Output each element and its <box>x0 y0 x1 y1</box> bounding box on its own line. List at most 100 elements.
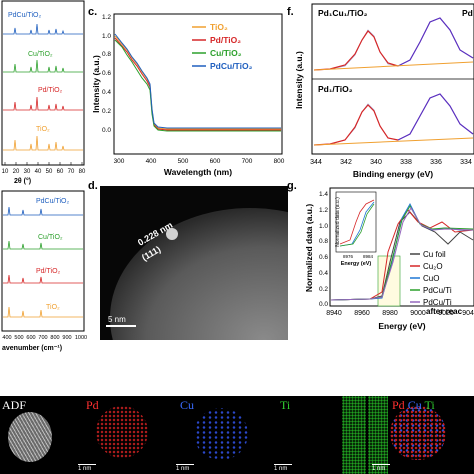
raman-line-pd <box>3 274 83 284</box>
panel-g-ytick: 0.6 <box>319 254 328 261</box>
uv-line-pdcu <box>114 33 281 129</box>
xps-top-baseline <box>313 61 474 71</box>
metal-cluster <box>166 228 178 240</box>
eds-adf-tile: ADF <box>0 396 72 474</box>
panel-a-xtick: 60 <box>57 169 64 175</box>
support-particle <box>110 208 288 340</box>
uv-line-cu <box>114 39 281 132</box>
xrd-line-cu <box>3 59 83 73</box>
eds-adf-particle <box>8 412 52 462</box>
panel-g-inset-xtick: 8984 <box>363 254 374 259</box>
panel-b-xlabel: avenumber (cm⁻¹) <box>2 345 62 352</box>
panel-c-letter: c. <box>88 6 98 18</box>
panel-b-xtick: 400 <box>2 335 11 341</box>
eds-ti-map <box>342 396 366 474</box>
xps-bottom-fit-2 <box>397 93 474 141</box>
panel-a-label-cu: Cu/TiO₂ <box>28 51 53 58</box>
panel-b-frame <box>1 190 85 332</box>
panel-g-inset-xtick: 8976 <box>343 254 354 259</box>
panel-g-xtick: 9000 <box>410 310 426 317</box>
panel-c-xtick: 800 <box>274 158 285 165</box>
panel-f-bottom-label: Pd₁/TiO₂ <box>318 84 353 94</box>
panel-c-uvvis-plot: 0.0 0.2 0.4 0.6 0.8 1.0 1.2 300 400 500 … <box>92 13 285 177</box>
panel-d-scale: 5 nm <box>108 315 126 324</box>
panel-g-ytick: 1.0 <box>319 223 328 230</box>
panel-a-label-pd: Pd/TiO₂ <box>38 87 63 94</box>
panel-g-ytick: 1.4 <box>319 191 328 198</box>
panel-c-xtick: 600 <box>210 158 221 165</box>
panel-c-xlabel: Wavelength (nm) <box>164 167 232 177</box>
panel-g-legend-pdcu2: PdCu/Ti <box>423 298 452 307</box>
panel-f-ylabel: Intensity (a.u.) <box>294 51 304 109</box>
raman-line-tio2 <box>3 306 83 318</box>
panel-a-label-pdcu: PdCu/TiO₂ <box>8 12 41 19</box>
xanes-pdcu-2 <box>330 207 474 301</box>
eds-adf-title: ADF <box>2 398 27 412</box>
panel-c-ytick: 0.0 <box>102 127 111 134</box>
panel-b-label-pdcu: PdCu/TiO₂ <box>36 198 69 205</box>
panel-f-xtick: 336 <box>430 159 442 166</box>
xps-top-data <box>313 17 474 71</box>
panel-g-inset-ylabel: Normalized data (a.u.) <box>335 197 341 247</box>
panel-c-ytick: 1.2 <box>102 14 111 21</box>
panel-f-xtick: 340 <box>370 159 382 166</box>
panel-g-legend-pdcu1: PdCu/Ti <box>423 286 452 295</box>
panel-c-xtick: 500 <box>178 158 189 165</box>
panel-b-xtick: 600 <box>26 335 35 341</box>
panel-a-xlabel: 2θ (°) <box>14 177 31 185</box>
eds-cu-map <box>194 408 248 460</box>
panel-a-xtick: 30 <box>24 169 31 175</box>
panel-f-xtick: 334 <box>460 159 472 166</box>
panel-c-xtick: 400 <box>146 158 157 165</box>
panel-g-frame <box>329 187 474 307</box>
panel-g-inset-xlabel: Energy (eV) <box>341 261 372 267</box>
panel-c-legend-tio2: TiO₂ <box>210 22 228 32</box>
panel-g-ytick: 0.0 <box>319 301 328 308</box>
panel-c-ytick: 0.4 <box>102 89 111 96</box>
panel-f-xlabel: Binding energy (eV) <box>353 169 433 179</box>
eds-pd-tile: Pd 1 nm <box>74 396 170 474</box>
xps-top-fit-2 <box>397 17 474 67</box>
raman-line-cu <box>3 240 83 250</box>
eds-cu-tile: Cu 1 nm <box>172 396 268 474</box>
panel-c-xtick: 300 <box>114 158 125 165</box>
panel-g-xtick: 8940 <box>326 310 342 317</box>
panel-d-letter: d. <box>88 180 98 192</box>
eds-cu-title: Cu <box>180 398 195 412</box>
panel-g-xtick: 8980 <box>382 310 398 317</box>
panel-c-ytick: 1.0 <box>102 33 111 40</box>
eds-pd-map <box>96 406 148 458</box>
panel-b-xtick: 1000 <box>75 335 87 341</box>
panel-c-legend-pdcu: PdCu/TiO₂ <box>210 61 253 71</box>
panel-c-ytick: 0.6 <box>102 70 111 77</box>
uv-line-tio2 <box>114 35 281 130</box>
panel-a-xtick: 70 <box>68 169 75 175</box>
xrd-line-tio2 <box>3 135 83 151</box>
inset-pdcu <box>339 203 375 247</box>
eds-pd-scale: 1 nm <box>78 464 97 472</box>
panel-a-xtick: 10 <box>2 169 9 175</box>
panel-a-xtick: 80 <box>79 169 86 175</box>
panel-g-ytick: 0.4 <box>319 270 328 277</box>
panel-b-label-cu: Cu/TiO₂ <box>38 234 63 241</box>
xps-top-fit <box>313 30 399 71</box>
panel-a-label-tio2: TiO₂ <box>36 126 50 133</box>
panel-g-legend-cuo: CuO <box>423 274 439 283</box>
panel-g-xtick: 9020 <box>438 310 454 317</box>
panel-g-ylabel: Normalized data (a.u.) <box>304 204 314 292</box>
panel-b-xtick: 500 <box>14 335 23 341</box>
xps-bottom-baseline <box>313 137 474 146</box>
panel-c-legend-pd: Pd/TiO₂ <box>210 35 241 45</box>
eds-overlay-title: Pd Cu Ti <box>392 398 435 413</box>
panel-b-xtick: 900 <box>62 335 71 341</box>
xps-bottom-data <box>313 93 474 146</box>
panel-d-stem-svg: 0.228 nm (111) 5 nm <box>100 186 288 340</box>
panel-f-xtick: 338 <box>400 159 412 166</box>
panel-c-frame <box>113 13 283 155</box>
panel-d-stem-image: 0.228 nm (111) 5 nm <box>100 186 288 340</box>
panel-g-ytick: 1.2 <box>319 207 328 214</box>
raman-line-pdcu <box>3 206 83 216</box>
eds-ti-title: Ti <box>280 398 291 412</box>
panel-g-xtick: 8960 <box>354 310 370 317</box>
panel-a-xtick: 20 <box>13 169 20 175</box>
